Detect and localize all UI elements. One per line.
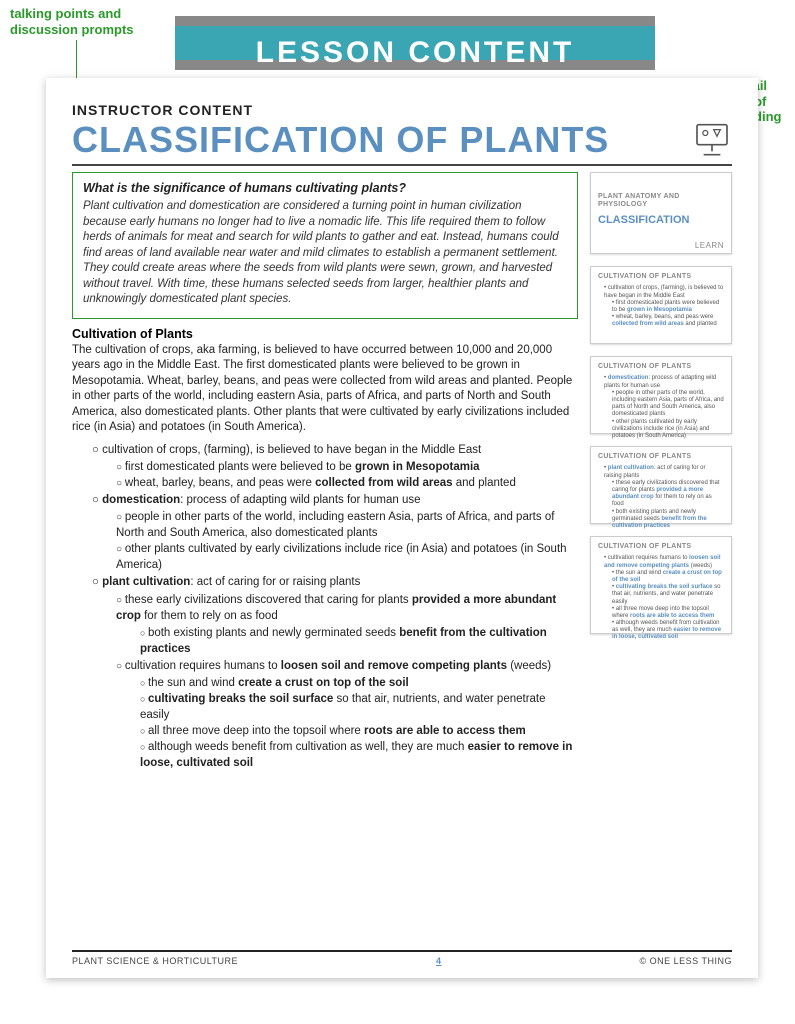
slide-thumbnail: PLANT ANATOMY AND PHYSIOLOGY CLASSIFICAT… — [590, 172, 732, 254]
list-item: domestication: process of adapting wild … — [92, 492, 578, 573]
content-row: What is the significance of humans culti… — [72, 172, 732, 773]
list-item: wheat, barley, beans, and peas were coll… — [116, 475, 578, 491]
section-heading: Cultivation of Plants — [72, 327, 578, 341]
section-paragraph: The cultivation of crops, aka farming, i… — [72, 343, 578, 436]
page-title: CLASSIFICATION OF PLANTS — [72, 122, 609, 158]
slide-thumbnail: CULTIVATION OF PLANTSdomestication: proc… — [590, 356, 732, 434]
title-row: CLASSIFICATION OF PLANTS — [72, 118, 732, 166]
list-item: first domesticated plants were believed … — [116, 459, 578, 475]
list-item: the sun and wind create a crust on top o… — [140, 675, 578, 691]
presentation-icon — [692, 118, 732, 158]
footer-right: © ONE LESS THING — [639, 956, 732, 966]
page-footer: PLANT SCIENCE & HORTICULTURE 4 © ONE LES… — [72, 950, 732, 966]
thumbnail-column: PLANT ANATOMY AND PHYSIOLOGY CLASSIFICAT… — [590, 172, 732, 773]
list-item: plant cultivation: act of caring for or … — [92, 574, 578, 771]
list-item: although weeds benefit from cultivation … — [140, 739, 578, 771]
list-item: other plants cultivated by early civiliz… — [116, 541, 578, 573]
prompt-question: What is the significance of humans culti… — [83, 181, 567, 195]
callout-top-left: talking points anddiscussion prompts — [10, 6, 170, 37]
footer-page-number: 4 — [436, 956, 442, 966]
slide-thumbnail: CULTIVATION OF PLANTScultivation of crop… — [590, 266, 732, 344]
slide-thumbnail: CULTIVATION OF PLANTScultivation require… — [590, 536, 732, 634]
discussion-prompt-box: What is the significance of humans culti… — [72, 172, 578, 319]
main-column: What is the significance of humans culti… — [72, 172, 578, 773]
list-item: cultivating breaks the soil surface so t… — [140, 691, 578, 723]
bullet-list: cultivation of crops, (farming), is beli… — [72, 442, 578, 772]
instructor-content-label: INSTRUCTOR CONTENT — [72, 102, 732, 118]
thumb-overline: PLANT ANATOMY AND PHYSIOLOGY — [598, 193, 724, 210]
list-item: cultivation of crops, (farming), is beli… — [92, 442, 578, 491]
list-item: cultivation requires humans to loosen so… — [116, 658, 578, 772]
banner-title: LESSON CONTENT — [256, 36, 575, 69]
list-item: both existing plants and newly germinate… — [140, 625, 578, 657]
banner: LESSON CONTENT — [175, 16, 655, 70]
callout-text: talking points anddiscussion prompts — [10, 6, 134, 37]
thumb-learn: LEARN — [598, 241, 724, 251]
thumb-title: CLASSIFICATION — [598, 214, 724, 227]
document-page: INSTRUCTOR CONTENT CLASSIFICATION OF PLA… — [46, 78, 758, 978]
list-item: all three move deep into the topsoil whe… — [140, 723, 578, 739]
prompt-answer: Plant cultivation and domestication are … — [83, 199, 567, 308]
list-item: people in other parts of the world, incl… — [116, 509, 578, 541]
slide-thumbnail: CULTIVATION OF PLANTSplant cultivation: … — [590, 446, 732, 524]
footer-left: PLANT SCIENCE & HORTICULTURE — [72, 956, 238, 966]
list-item: these early civilizations discovered tha… — [116, 592, 578, 657]
